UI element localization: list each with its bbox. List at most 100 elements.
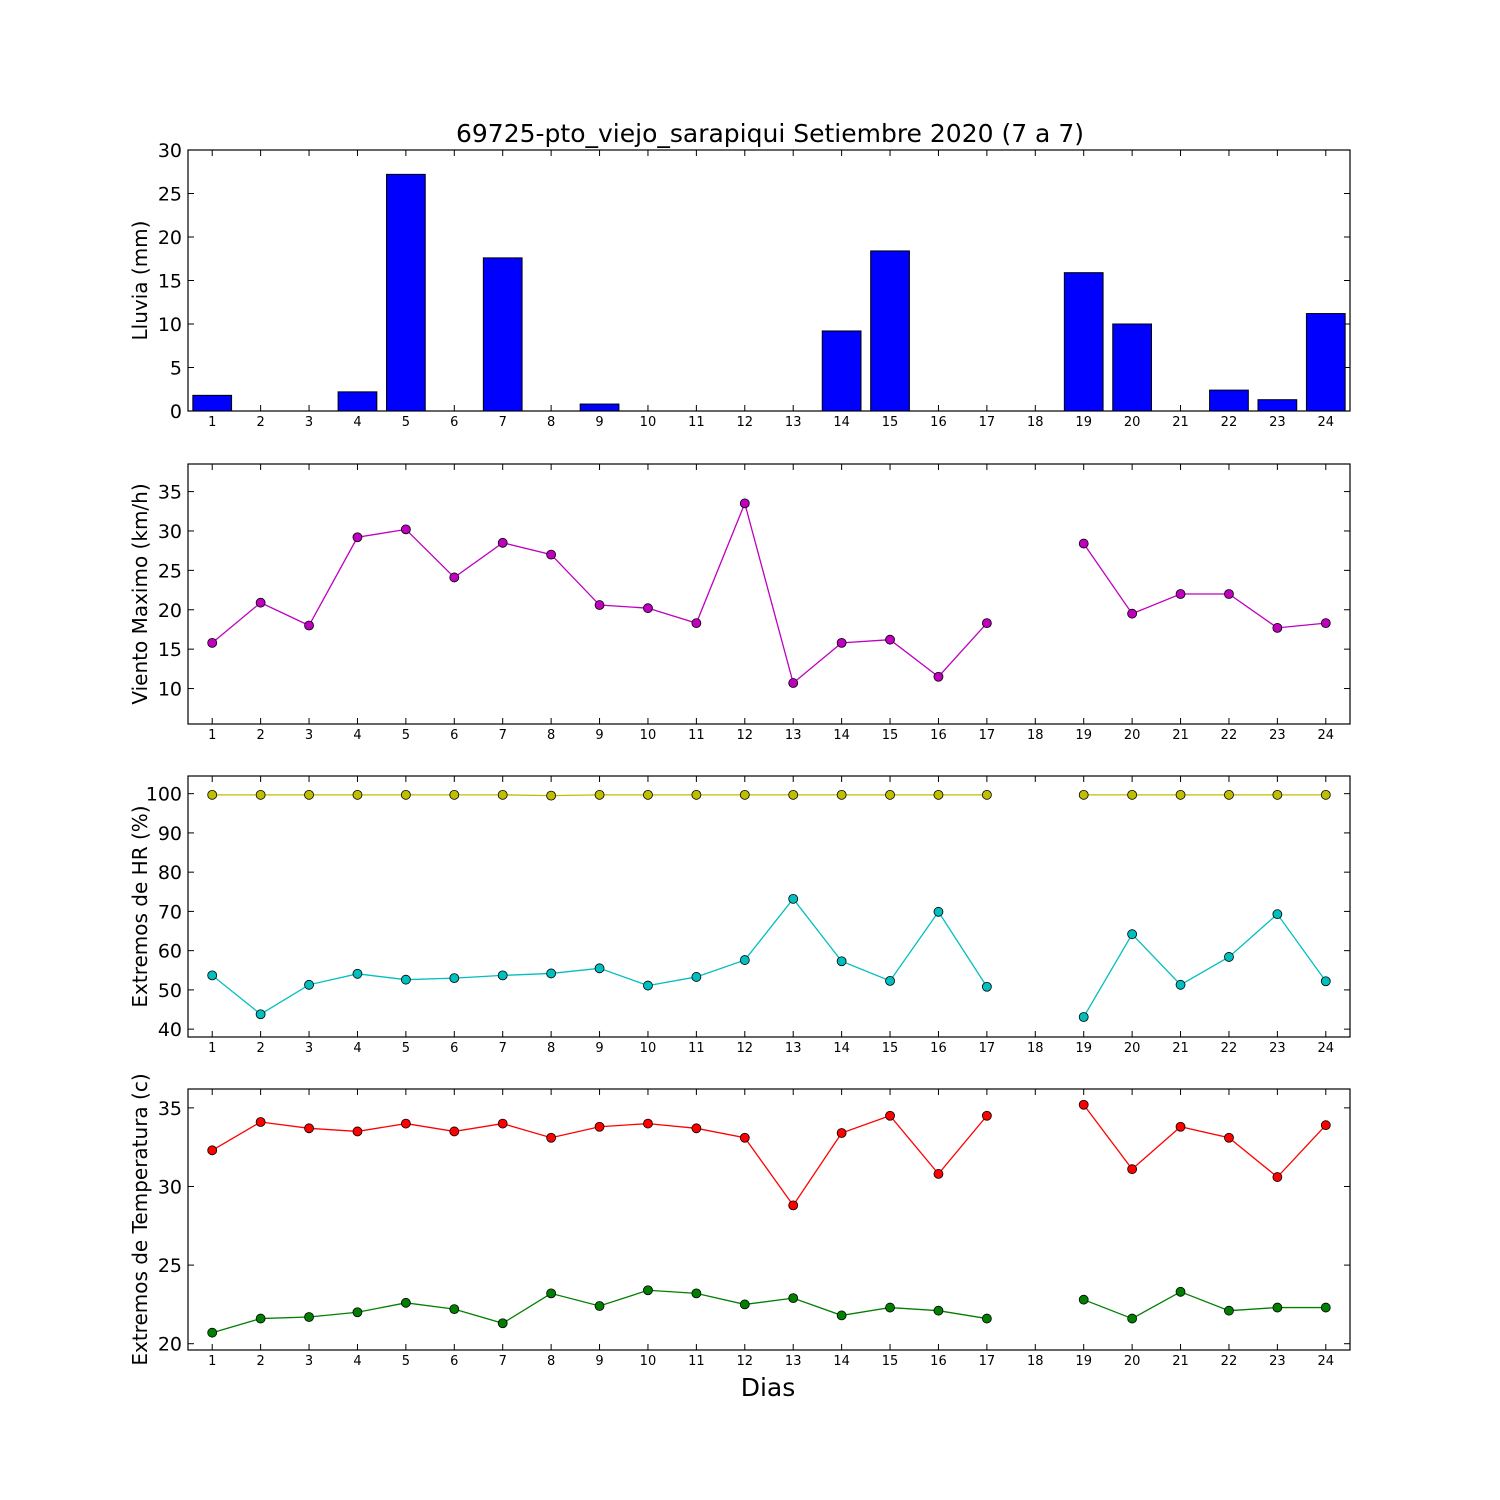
y-tick-label: 90 xyxy=(158,823,182,845)
data-point xyxy=(788,678,799,688)
x-tick-label: 13 xyxy=(785,1041,802,1056)
x-tick-label: 24 xyxy=(1318,1041,1335,1056)
x-tick-label: 18 xyxy=(1027,415,1044,430)
data-point xyxy=(497,1318,508,1329)
x-tick-label: 16 xyxy=(930,1041,947,1056)
data-point xyxy=(739,955,750,965)
x-tick-label: 8 xyxy=(547,728,555,743)
x-tick-label: 16 xyxy=(930,728,947,743)
x-tick-label: 5 xyxy=(402,728,410,743)
x-tick-label: 7 xyxy=(499,415,507,430)
y-tick-label: 20 xyxy=(158,600,182,622)
data-point xyxy=(1272,1172,1283,1182)
data-point xyxy=(449,572,460,583)
bar xyxy=(337,391,378,412)
data-point xyxy=(1175,789,1186,800)
data-point xyxy=(304,979,314,990)
data-point xyxy=(836,637,847,648)
data-point xyxy=(691,1288,702,1299)
data-point xyxy=(643,603,653,614)
y-tick-label: 25 xyxy=(158,1255,182,1277)
x-tick-label: 21 xyxy=(1172,1354,1189,1369)
x-tick-label: 13 xyxy=(785,728,802,743)
data-point xyxy=(497,789,508,800)
data-point xyxy=(643,789,653,800)
x-tick-label: 22 xyxy=(1221,1354,1238,1369)
x-tick-label: 20 xyxy=(1124,1354,1141,1369)
y-tick-label: 35 xyxy=(158,482,182,504)
x-tick-label: 24 xyxy=(1318,1354,1335,1369)
x-tick-label: 7 xyxy=(499,1354,507,1369)
x-tick-label: 16 xyxy=(930,1354,947,1369)
y-tick-label: 15 xyxy=(158,271,182,293)
bar xyxy=(1063,272,1104,412)
data-point xyxy=(207,637,218,648)
x-tick-label: 15 xyxy=(882,1354,899,1369)
plot-frame xyxy=(187,463,1351,725)
data-point xyxy=(304,789,314,800)
data-point xyxy=(207,1145,218,1156)
x-tick-label: 14 xyxy=(833,728,850,743)
x-tick-label: 21 xyxy=(1172,1041,1189,1056)
data-point xyxy=(981,789,992,800)
data-point xyxy=(1320,976,1331,987)
x-tick-label: 18 xyxy=(1027,1041,1044,1056)
plot-frame xyxy=(187,149,1351,412)
y-tick-label: 15 xyxy=(158,639,182,661)
data-point xyxy=(255,789,266,800)
series-1 xyxy=(207,789,1331,801)
series-line xyxy=(1083,913,1327,1018)
x-tick-label: 8 xyxy=(547,415,555,430)
data-point xyxy=(304,620,314,631)
data-point xyxy=(788,1200,799,1211)
series-1 xyxy=(207,498,1331,688)
y-tick-label: 80 xyxy=(158,862,182,884)
x-tick-label: 20 xyxy=(1124,1041,1141,1056)
y-tick-label: 60 xyxy=(158,941,182,963)
data-point xyxy=(643,980,653,991)
data-point xyxy=(691,1123,702,1134)
x-tick-label: 17 xyxy=(979,1041,996,1056)
x-tick-label: 2 xyxy=(256,1354,264,1369)
data-point xyxy=(1175,1121,1186,1132)
y-tick-label: 5 xyxy=(170,358,182,380)
x-tick-label: 5 xyxy=(402,415,410,430)
x-tick-label: 16 xyxy=(930,415,947,430)
data-point xyxy=(788,789,799,800)
x-tick-label: 9 xyxy=(595,1041,603,1056)
x-tick-label: 5 xyxy=(402,1041,410,1056)
x-tick-label: 22 xyxy=(1221,728,1238,743)
x-tick-label: 8 xyxy=(547,1354,555,1369)
data-point xyxy=(788,893,799,904)
series-line xyxy=(211,897,988,1016)
y-tick-label: 0 xyxy=(170,401,182,423)
x-tick-label: 12 xyxy=(737,728,754,743)
data-point xyxy=(594,1301,605,1311)
x-tick-label: 14 xyxy=(833,415,850,430)
x-tick-label: 6 xyxy=(450,728,458,743)
data-point xyxy=(255,1313,266,1324)
y-tick-label: 50 xyxy=(158,980,182,1002)
x-tick-label: 21 xyxy=(1172,728,1189,743)
x-tick-label: 18 xyxy=(1027,728,1044,743)
x-tick-label: 3 xyxy=(305,1354,313,1369)
data-point xyxy=(885,634,895,645)
x-tick-label: 19 xyxy=(1075,1041,1092,1056)
x-tick-label: 3 xyxy=(305,415,313,430)
data-point xyxy=(1127,789,1138,800)
x-tick-label: 8 xyxy=(547,1041,555,1056)
x-tick-label: 3 xyxy=(305,1041,313,1056)
x-tick-label: 21 xyxy=(1172,415,1189,430)
data-point xyxy=(1127,608,1138,619)
data-point xyxy=(643,1285,653,1296)
data-point xyxy=(885,1302,895,1313)
x-tick-label: 2 xyxy=(256,1041,264,1056)
data-point xyxy=(352,532,363,543)
data-point xyxy=(1272,789,1283,800)
x-tick-label: 5 xyxy=(402,1354,410,1369)
x-tick-label: 15 xyxy=(882,1041,899,1056)
data-point xyxy=(546,790,557,801)
